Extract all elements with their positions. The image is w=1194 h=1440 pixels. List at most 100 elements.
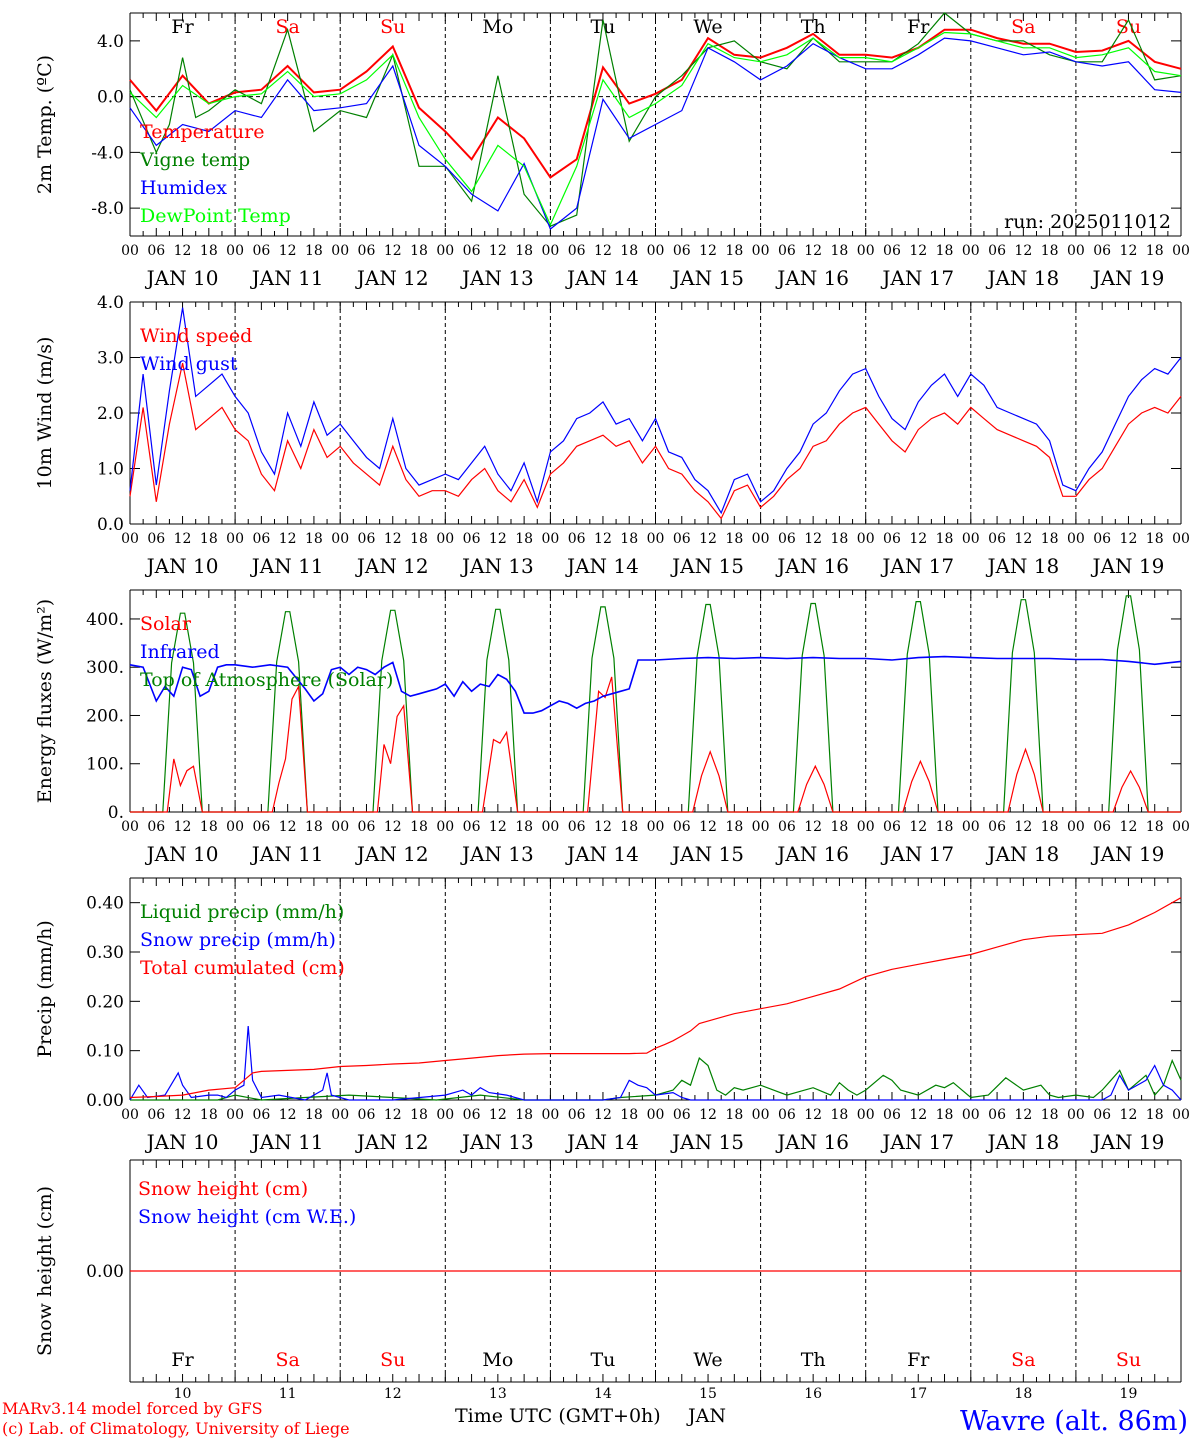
x-hour-label: 12 — [384, 243, 402, 259]
x-hour-label: 00 — [436, 819, 454, 835]
x-hour-label: 00 — [226, 531, 244, 547]
footer-model: MARv3.14 model forced by GFS — [2, 1399, 263, 1418]
weekday-label: Sa — [1011, 1349, 1035, 1371]
x-hour-label: 00 — [541, 1107, 559, 1123]
x-hour-label: 00 — [226, 243, 244, 259]
x-date-label: JAN 18 — [985, 1130, 1059, 1154]
x-hour-label: 18 — [831, 531, 849, 547]
weekday-label: Su — [380, 1349, 405, 1371]
x-hour-label: 06 — [463, 1107, 481, 1123]
weekday-label: Fr — [171, 16, 194, 38]
footer-copyright: (c) Lab. of Climatology, University of L… — [2, 1419, 350, 1438]
series-line-wind-gust — [129, 307, 1182, 515]
x-hour-label: 06 — [1093, 819, 1111, 835]
x-hour-label: 06 — [988, 531, 1006, 547]
x-hour-label: 18 — [305, 1107, 323, 1123]
x-hour-label: 00 — [857, 819, 875, 835]
x-hour-label: 18 — [305, 243, 323, 259]
x-date-label: JAN 11 — [250, 554, 324, 578]
y-tick-label: -8.0 — [91, 199, 124, 219]
x-date-label: JAN 13 — [460, 554, 534, 578]
x-date-label: JAN 13 — [460, 842, 534, 866]
x-hour-label: 12 — [384, 1107, 402, 1123]
x-hour-label: 00 — [121, 1107, 139, 1123]
x-hour-label: 06 — [358, 819, 376, 835]
x-hour-label: 18 — [200, 1107, 218, 1123]
x-hour-label: 18 — [936, 1107, 954, 1123]
x-date-label: JAN 16 — [775, 266, 849, 290]
series-line-total-cumulated-cm- — [129, 897, 1182, 1099]
x-date-label: JAN 15 — [670, 554, 744, 578]
x-hour-label: 18 — [410, 531, 428, 547]
legend-entry: Humidex — [140, 177, 227, 199]
x-date-label: JAN 18 — [985, 842, 1059, 866]
weekday-label: Su — [380, 16, 405, 38]
x-date-label: JAN 12 — [355, 1130, 429, 1154]
x-date-label: JAN 14 — [565, 1130, 639, 1154]
x-hour-label: 00 — [331, 531, 349, 547]
x-hour-label: 12 — [1014, 819, 1032, 835]
x-hour-label: 18 — [1146, 243, 1164, 259]
x-hour-label: 12 — [699, 1107, 717, 1123]
x-hour-label: 12 — [594, 531, 612, 547]
y-tick-label: 300. — [86, 658, 124, 678]
day-number-label: 15 — [699, 1386, 717, 1402]
x-hour-label: 00 — [752, 819, 770, 835]
x-hour-label: 18 — [1146, 531, 1164, 547]
x-hour-label: 00 — [962, 531, 980, 547]
x-hour-label: 00 — [1172, 819, 1190, 835]
weekday-label: Fr — [907, 16, 930, 38]
x-hour-label: 18 — [725, 243, 743, 259]
x-hour-label: 00 — [121, 531, 139, 547]
series-line-temperature — [129, 28, 1182, 179]
x-hour-label: 12 — [804, 1107, 822, 1123]
x-hour-label: 12 — [1120, 531, 1138, 547]
y-tick-label: 400. — [86, 610, 124, 630]
series-line-humidex — [129, 37, 1182, 230]
x-hour-label: 06 — [883, 819, 901, 835]
y-tick-label: 2.0 — [97, 404, 124, 424]
y-axis-label: Snow height (cm) — [34, 1186, 56, 1356]
x-hour-label: 12 — [909, 243, 927, 259]
x-date-label: JAN 11 — [250, 842, 324, 866]
x-hour-label: 18 — [725, 819, 743, 835]
weekday-label: Mo — [482, 16, 513, 38]
series-line-snow-precip-mm-h- — [129, 1025, 1182, 1101]
x-hour-label: 00 — [752, 1107, 770, 1123]
x-hour-label: 18 — [410, 1107, 428, 1123]
x-hour-label: 06 — [568, 819, 586, 835]
x-hour-label: 00 — [962, 1107, 980, 1123]
legend-entry: Snow height (cm W.E.) — [138, 1206, 356, 1228]
x-hour-label: 12 — [594, 819, 612, 835]
x-hour-label: 00 — [647, 531, 665, 547]
day-number-label: 16 — [804, 1386, 822, 1402]
footer-xlabel-time: Time UTC (GMT+0h) — [455, 1405, 661, 1427]
x-hour-label: 00 — [331, 243, 349, 259]
y-tick-label: 0.00 — [86, 1091, 124, 1111]
x-hour-label: 00 — [226, 819, 244, 835]
weekday-label: Th — [801, 1349, 826, 1371]
legend-entry: Liquid precip (mm/h) — [140, 901, 344, 923]
x-date-label: JAN 15 — [670, 842, 744, 866]
x-date-label: JAN 13 — [460, 266, 534, 290]
x-hour-label: 12 — [174, 1107, 192, 1123]
x-hour-label: 18 — [831, 819, 849, 835]
x-date-label: JAN 16 — [775, 1130, 849, 1154]
x-hour-label: 12 — [1014, 243, 1032, 259]
legend-entry: Top of Atmosphere (Solar) — [140, 669, 393, 691]
x-hour-label: 06 — [147, 531, 165, 547]
weekday-label: Su — [1116, 1349, 1141, 1371]
x-hour-label: 00 — [1172, 243, 1190, 259]
x-hour-label: 00 — [752, 243, 770, 259]
x-date-label: JAN 16 — [775, 842, 849, 866]
x-hour-label: 06 — [252, 243, 270, 259]
x-hour-label: 00 — [1172, 531, 1190, 547]
x-hour-label: 00 — [1067, 819, 1085, 835]
x-date-label: JAN 10 — [145, 266, 219, 290]
x-hour-label: 06 — [673, 531, 691, 547]
legend-entry: DewPoint Temp — [140, 205, 291, 227]
x-hour-label: 18 — [936, 243, 954, 259]
x-hour-label: 18 — [200, 243, 218, 259]
weekday-label: Fr — [907, 1349, 930, 1371]
x-hour-label: 12 — [594, 243, 612, 259]
